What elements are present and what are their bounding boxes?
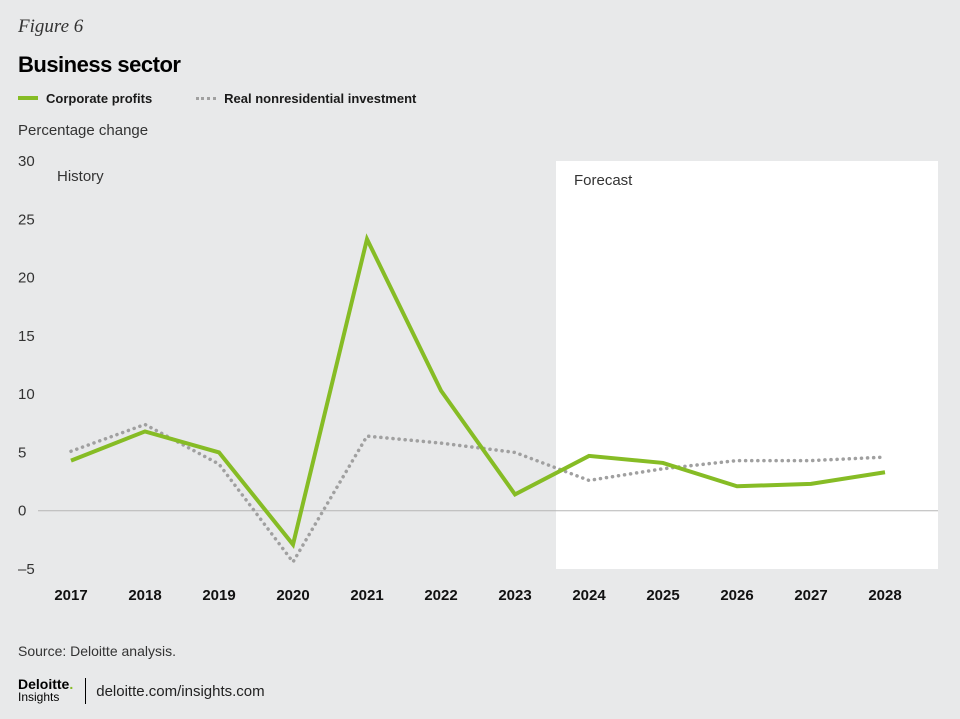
y-tick-label: 0	[18, 503, 26, 520]
y-tick-label: 25	[18, 211, 35, 228]
legend-label: Real nonresidential investment	[224, 90, 417, 106]
logo-sub: Insights	[18, 690, 60, 704]
region-label-forecast: Forecast	[574, 172, 633, 189]
y-tick-label: 20	[18, 270, 35, 287]
x-tick-label: 2018	[128, 587, 161, 604]
legend-swatch-solid	[18, 96, 38, 100]
legend-item-real-nonresidential-investment: Real nonresidential investment	[196, 91, 416, 106]
legend-label: Corporate profits	[46, 90, 153, 106]
footer: Deloitte. Insights deloitte.com/insights…	[18, 676, 265, 704]
x-tick-label: 2027	[794, 587, 827, 604]
deloitte-logo: Deloitte. Insights	[18, 676, 74, 704]
y-axis-label: Percentage change	[18, 122, 149, 139]
x-tick-label: 2024	[572, 587, 606, 604]
series-line-corporate-profits	[70, 233, 886, 549]
line-chart: History Forecast 30 25 20 15 10 5 0 –5 2017 2018 201…	[18, 153, 938, 604]
chart-title: Business sector	[18, 52, 181, 77]
x-tick-label: 2021	[350, 587, 383, 604]
source-note: Source: Deloitte analysis.	[18, 643, 176, 659]
forecast-region	[556, 161, 938, 569]
x-tick-label: 2022	[424, 587, 457, 604]
footer-divider	[85, 678, 87, 704]
x-tick-label: 2023	[498, 587, 531, 604]
y-tick-label: –5	[18, 561, 35, 578]
logo-name: Deloitte.	[18, 676, 74, 692]
x-tick-label: 2017	[54, 587, 87, 604]
x-tick-label: 2028	[868, 587, 901, 604]
y-tick-label: 15	[18, 328, 35, 345]
y-tick-label: 5	[18, 444, 26, 461]
figure-label: Figure 6	[18, 16, 84, 37]
y-tick-label: 10	[18, 386, 35, 403]
legend-swatch-dotted	[196, 96, 217, 100]
legend-item-corporate-profits: Corporate profits	[18, 91, 152, 106]
series-line-real-nonresidential-investment	[69, 422, 887, 566]
y-tick-label: 30	[18, 153, 35, 170]
region-label-history: History	[57, 168, 104, 185]
chart-legend: Corporate profits Real nonresidential in…	[18, 89, 460, 107]
footer-link[interactable]: deloitte.com/insights.com	[96, 682, 265, 700]
x-tick-label: 2019	[202, 587, 235, 604]
x-tick-label: 2020	[276, 587, 309, 604]
x-tick-label: 2026	[720, 587, 753, 604]
x-tick-label: 2025	[646, 587, 679, 604]
